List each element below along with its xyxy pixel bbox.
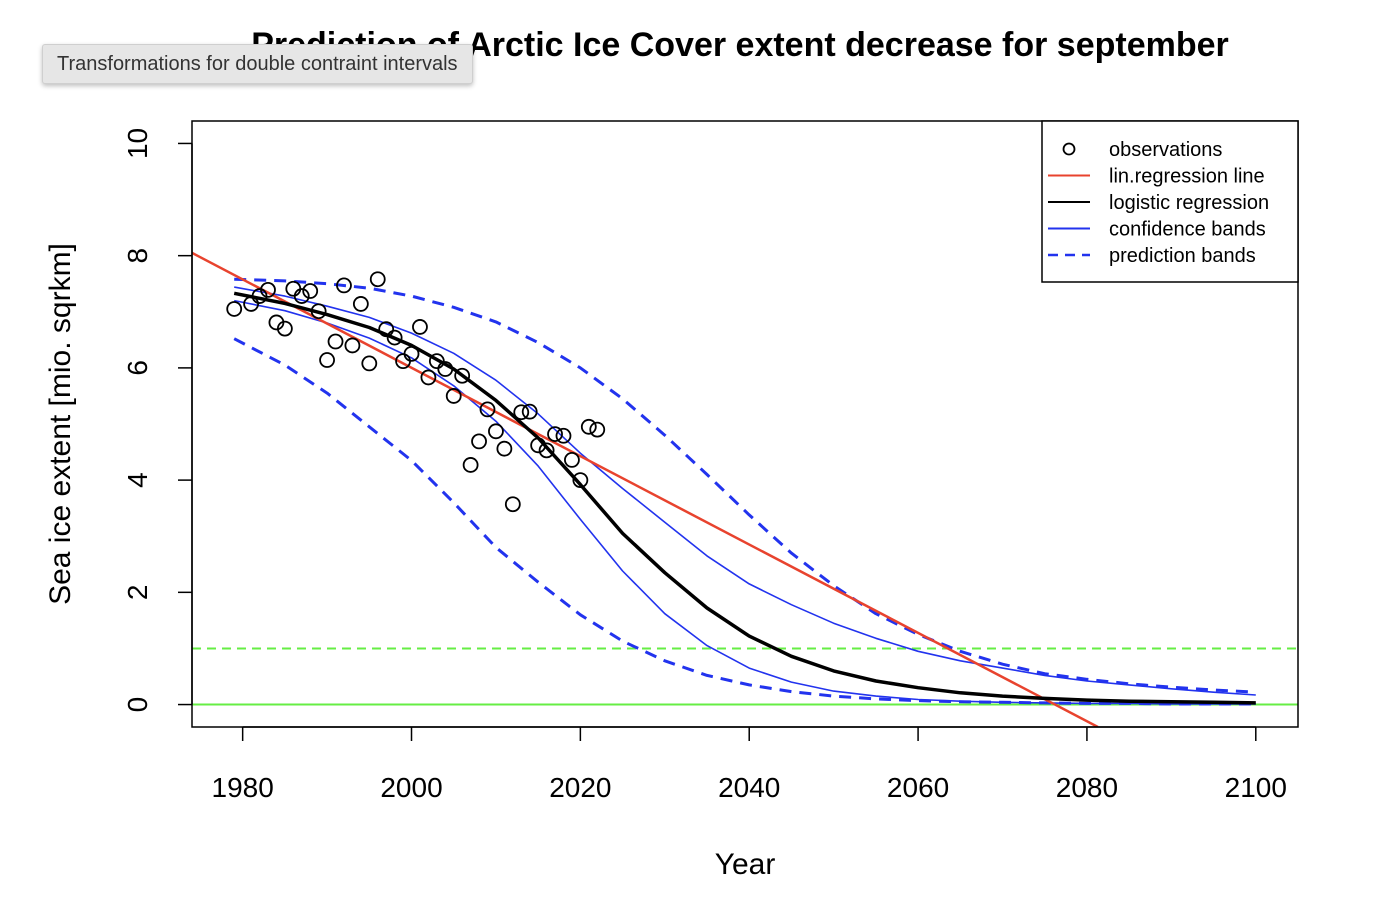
observation-point — [310, 303, 327, 320]
legend-label: observations — [1109, 139, 1222, 161]
observation-point — [352, 296, 369, 312]
observation-point — [555, 427, 572, 444]
legend-symbol — [1062, 142, 1076, 156]
plot-area — [192, 251, 1298, 727]
lin-regression-line — [192, 251, 1099, 727]
legend-label: lin.regression line — [1109, 166, 1265, 188]
x-tick-label: 2020 — [549, 772, 611, 803]
observation-point — [319, 352, 335, 368]
x-tick-label: 2000 — [380, 772, 442, 803]
observation-point — [420, 369, 437, 386]
observation-point — [302, 283, 319, 299]
observation-point — [285, 280, 302, 297]
observation-point — [547, 426, 563, 443]
x-tick-label: 1980 — [212, 772, 274, 803]
legend-label: prediction bands — [1109, 245, 1256, 267]
confidence-band-upper — [234, 286, 1256, 696]
observation-point — [521, 403, 538, 420]
prediction-band-upper — [234, 277, 1256, 694]
observation-point — [293, 288, 310, 304]
observation-point — [445, 388, 462, 404]
x-tick-label: 2040 — [718, 772, 780, 803]
observation-point — [327, 333, 344, 350]
y-tick-label: 2 — [122, 585, 153, 601]
observation-point — [386, 329, 403, 346]
observation-point — [336, 277, 352, 294]
observation-point — [428, 353, 445, 370]
observation-point — [538, 442, 555, 459]
confidence-band-lower — [234, 299, 1256, 705]
observation-point — [226, 301, 243, 317]
observation-point — [412, 319, 428, 335]
observation-point — [564, 452, 580, 468]
y-tick-label: 0 — [122, 697, 153, 713]
logistic-regression-line — [233, 291, 1256, 705]
y-axis: 0 2 4 6 8 10 — [122, 128, 193, 713]
observation-point — [513, 404, 530, 421]
x-tick-label: 2100 — [1225, 772, 1287, 803]
observation-point — [454, 367, 471, 384]
observation-point — [243, 296, 259, 312]
observation-point — [369, 271, 386, 288]
x-axis: 1980 2000 2020 2040 2060 2080 2100 — [212, 726, 1287, 803]
observation-point — [580, 418, 597, 435]
observation-point — [403, 345, 420, 362]
observation-point — [378, 321, 395, 338]
observation-point — [589, 421, 606, 438]
observation-point — [462, 457, 479, 473]
x-tick-label: 2080 — [1056, 772, 1118, 803]
tooltip: Transformations for double contraint int… — [42, 44, 473, 84]
observation-point — [572, 472, 589, 489]
observation-point — [437, 361, 454, 377]
legend: observations lin.regression line logistic … — [1041, 120, 1299, 283]
x-axis-label: Year — [715, 848, 776, 881]
observation-point — [504, 496, 521, 513]
y-axis-label: Sea ice extent [mio. sqrkm] — [44, 243, 77, 605]
observation-point — [479, 401, 496, 418]
y-tick-label: 6 — [122, 360, 153, 376]
y-tick-label: 8 — [122, 248, 153, 264]
x-tick-label: 2060 — [887, 772, 949, 803]
observation-point — [260, 281, 276, 298]
observation-point — [344, 337, 361, 354]
observation-point — [361, 355, 378, 372]
observation-point — [471, 433, 487, 450]
y-tick-label: 10 — [122, 128, 153, 159]
observation-point — [530, 437, 547, 454]
observation-point — [496, 440, 513, 457]
observation-point — [276, 320, 293, 337]
legend-label: logistic regression — [1109, 192, 1269, 214]
y-tick-label: 4 — [122, 472, 153, 488]
observation-point — [488, 423, 504, 440]
legend-label: confidence bands — [1109, 219, 1266, 241]
